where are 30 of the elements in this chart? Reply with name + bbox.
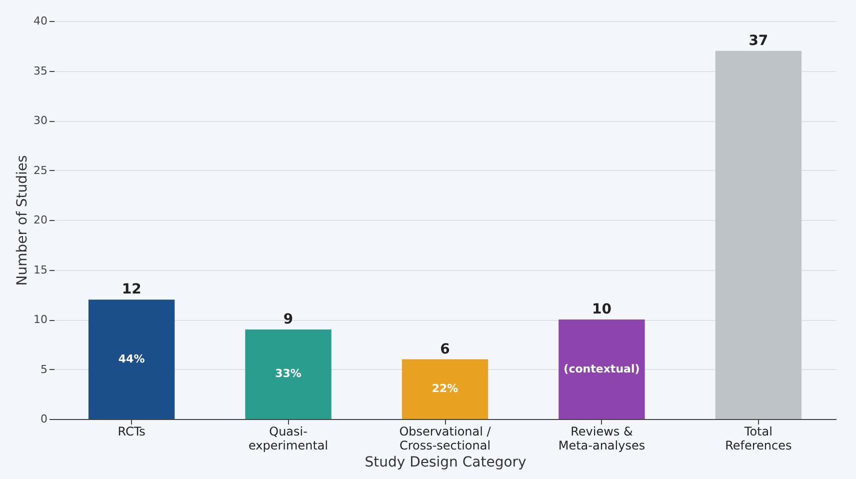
- data-label: 6: [440, 341, 450, 358]
- x-tick-label: RCTs: [118, 424, 146, 438]
- y-tick-label: 10: [34, 313, 48, 326]
- bar: [88, 300, 175, 419]
- annotation: 22%: [432, 382, 458, 396]
- bar: [402, 359, 488, 419]
- bar: [558, 320, 645, 419]
- annotation: 33%: [275, 367, 302, 380]
- y-tick-label: 25: [34, 164, 48, 177]
- data-label: 10: [592, 302, 612, 318]
- x-tick-label: Reviews & Meta-analyses: [558, 424, 646, 452]
- y-tick-label: 0: [40, 412, 48, 426]
- x-tick-label: Observational / Cross-sectional: [399, 424, 492, 452]
- y-tick-label: 20: [34, 214, 48, 226]
- bar: [245, 329, 332, 419]
- y-tick-label: 35: [34, 64, 48, 78]
- y-tick-label: 30: [34, 114, 48, 127]
- data-label: 37: [748, 32, 768, 49]
- y-tick-label: 15: [34, 263, 48, 276]
- x-axis-title: Study Design Category: [364, 454, 526, 470]
- annotation: (contextual): [564, 362, 640, 376]
- data-label: 12: [122, 282, 142, 298]
- annotation: 44%: [118, 352, 145, 366]
- x-tick-label: Total References: [725, 424, 792, 452]
- bar: [715, 50, 802, 419]
- y-tick-label: 40: [34, 14, 48, 28]
- data-label: 9: [283, 311, 294, 328]
- y-tick-label: 5: [40, 362, 48, 376]
- y-axis-title: Number of Studies: [14, 155, 31, 286]
- x-tick-label: Quasi- experimental: [248, 424, 328, 452]
